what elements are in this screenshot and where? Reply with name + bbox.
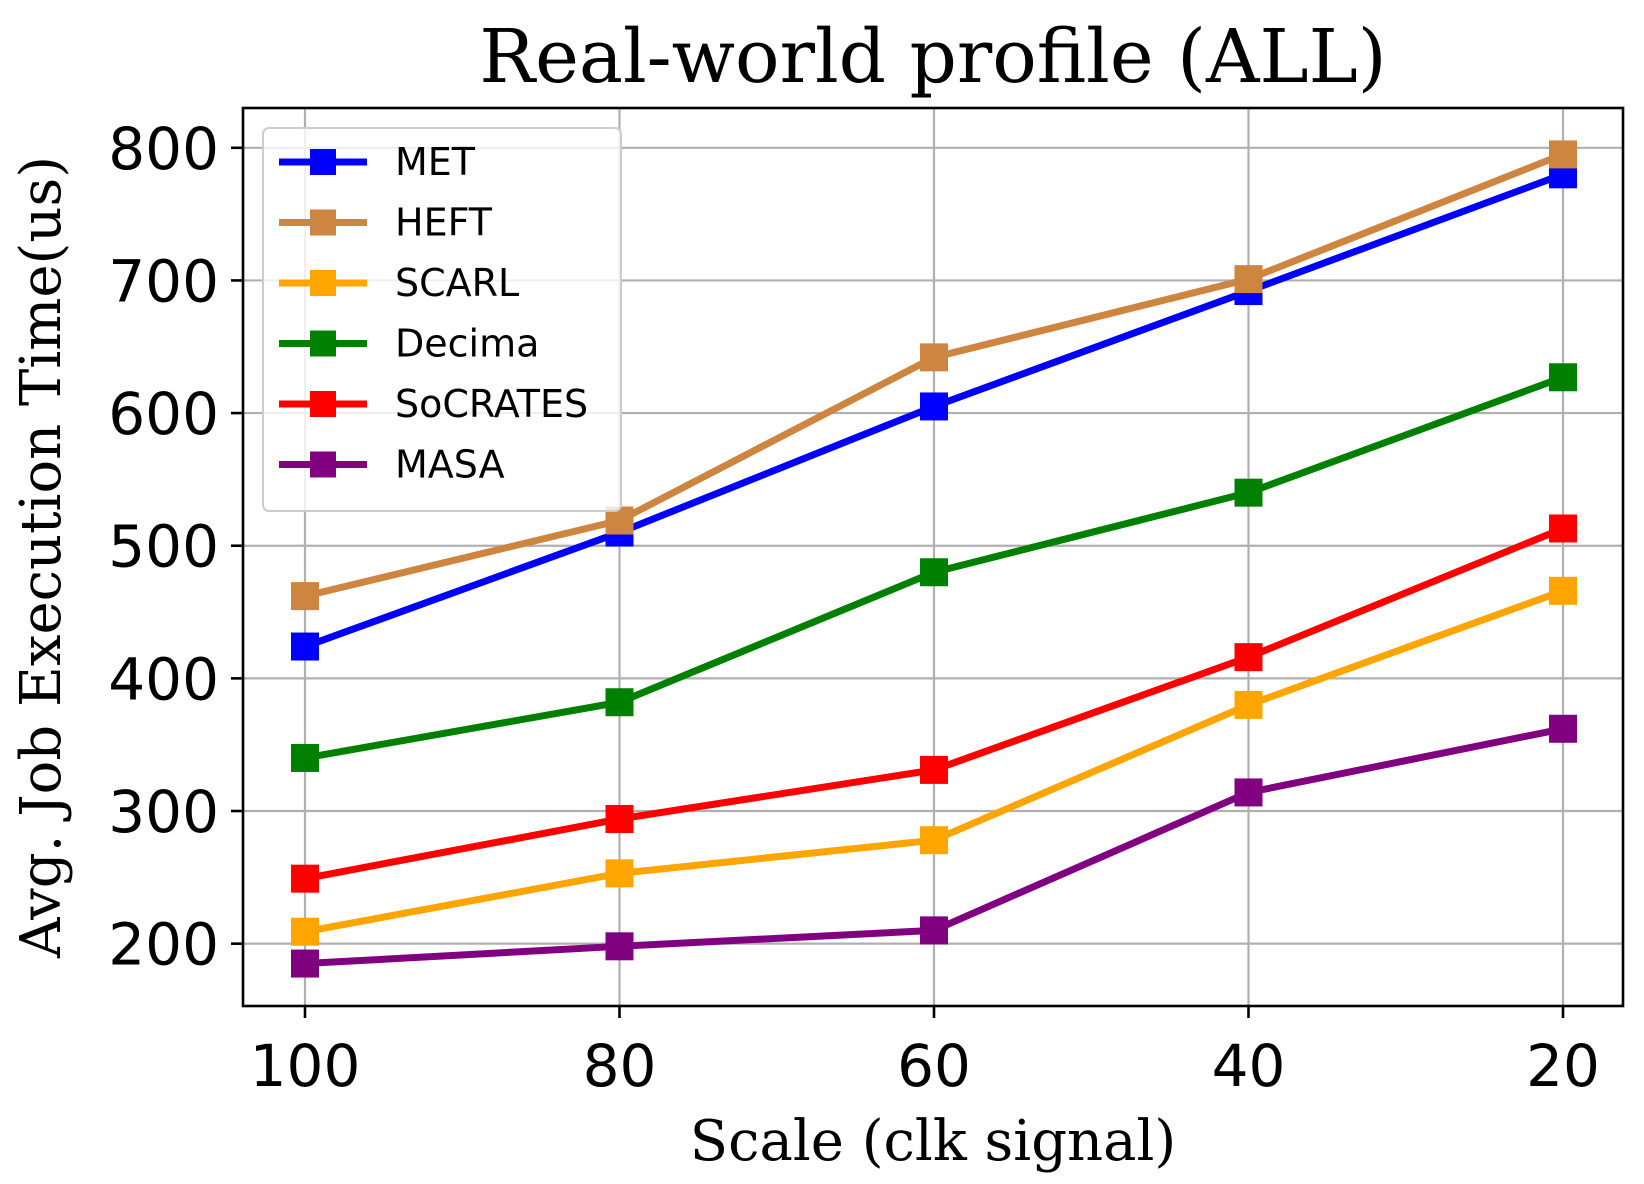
y-tick-label: 300 xyxy=(108,778,219,846)
data-point-socrates xyxy=(1549,514,1577,543)
data-point-socrates xyxy=(605,804,634,833)
legend-item-heft: HEFT xyxy=(279,201,493,245)
data-point-socrates xyxy=(291,864,319,893)
data-point-met xyxy=(291,632,319,661)
legend-item-socrates: SoCRATES xyxy=(279,382,588,426)
y-tick-label: 600 xyxy=(108,380,219,448)
legend-label: MASA xyxy=(395,443,505,487)
data-point-masa xyxy=(920,916,948,945)
chart-title: Real-world profile (ALL) xyxy=(479,14,1386,100)
legend-item-scarl: SCARL xyxy=(279,261,519,305)
legend-label: Decima xyxy=(395,322,539,366)
x-tick-label: 100 xyxy=(250,1032,361,1100)
legend-marker xyxy=(310,149,336,175)
x-tick-label: 80 xyxy=(583,1032,657,1100)
data-point-decima xyxy=(1549,363,1577,392)
data-point-scarl xyxy=(920,826,948,855)
y-tick-label: 400 xyxy=(108,645,219,713)
data-point-masa xyxy=(1549,714,1577,743)
series-scarl xyxy=(291,576,1577,946)
data-point-heft xyxy=(291,582,319,611)
legend-marker xyxy=(310,451,336,478)
data-point-masa xyxy=(291,949,319,978)
data-point-decima xyxy=(605,688,634,717)
series-socrates xyxy=(291,514,1577,893)
data-point-decima xyxy=(920,558,948,587)
x-tick-label: 60 xyxy=(897,1032,971,1100)
data-point-heft xyxy=(1234,265,1263,294)
y-tick-label: 200 xyxy=(108,911,219,979)
legend: MET HEFT SCARL Decima SoCRATES MASA xyxy=(262,127,622,512)
data-point-scarl xyxy=(605,859,634,888)
series-masa xyxy=(291,714,1577,978)
legend-label: SoCRATES xyxy=(395,382,588,426)
data-point-masa xyxy=(1234,778,1263,807)
data-point-decima xyxy=(291,743,319,772)
series-layer xyxy=(291,140,1577,978)
legend-label: MET xyxy=(395,140,476,184)
x-tick-label: 40 xyxy=(1212,1032,1286,1100)
legend-item-masa: MASA xyxy=(279,443,505,487)
legend-label: HEFT xyxy=(395,201,493,245)
data-point-masa xyxy=(605,932,634,961)
data-point-socrates xyxy=(1234,643,1263,672)
y-tick-label: 700 xyxy=(108,247,219,315)
y-axis-label: Avg. Job Execution Time(us) xyxy=(9,156,74,959)
legend-item-met: MET xyxy=(279,140,476,184)
x-tick-label: 20 xyxy=(1526,1032,1600,1100)
y-tick-label: 800 xyxy=(108,115,219,183)
legend-label: SCARL xyxy=(395,261,519,305)
data-point-heft xyxy=(1549,140,1577,169)
legend-marker xyxy=(310,209,336,236)
tick-layer: 100 80 60 40 20 200 300 400 500 600 700 800 xyxy=(108,115,1600,1100)
data-point-socrates xyxy=(920,755,948,784)
data-point-decima xyxy=(1234,478,1263,507)
x-axis-label: Scale (clk signal) xyxy=(690,1109,1177,1174)
data-point-scarl xyxy=(1549,576,1577,605)
data-point-met xyxy=(920,392,948,421)
data-point-scarl xyxy=(291,917,319,946)
legend-marker xyxy=(310,270,336,296)
series-heft xyxy=(291,140,1577,611)
legend-marker xyxy=(310,330,336,357)
y-tick-label: 500 xyxy=(108,513,219,581)
legend-marker xyxy=(310,391,336,417)
series-decima xyxy=(291,363,1577,772)
data-point-scarl xyxy=(1234,690,1263,719)
data-point-heft xyxy=(920,343,948,372)
legend-item-decima: Decima xyxy=(279,322,539,366)
